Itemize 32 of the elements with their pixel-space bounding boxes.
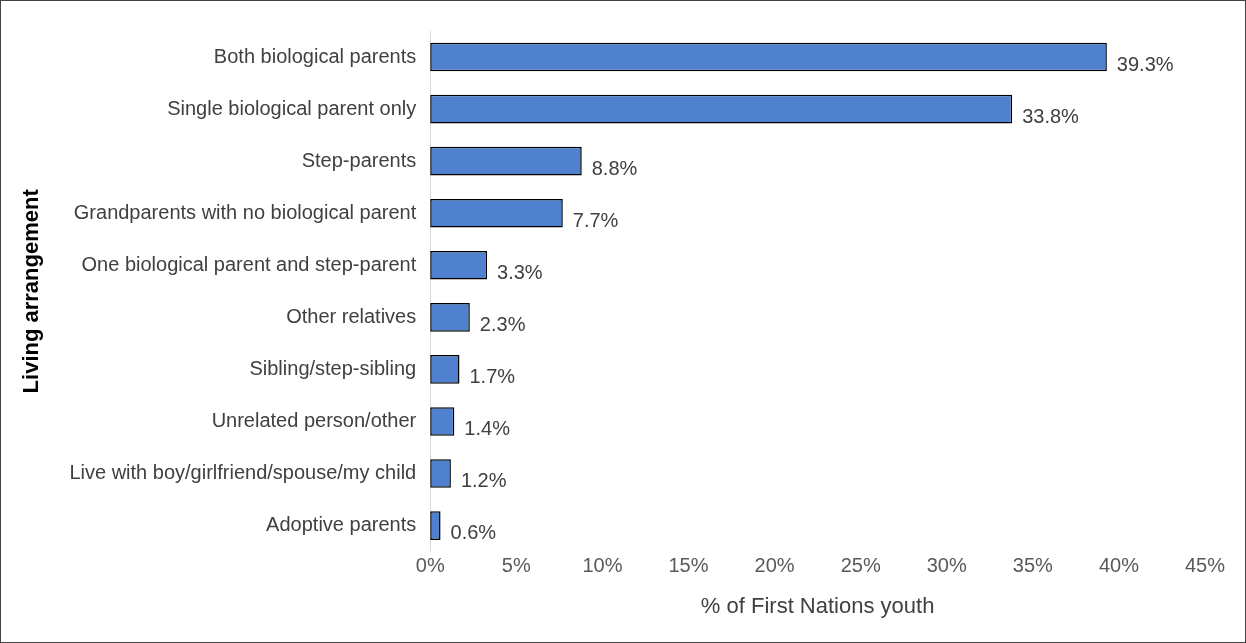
- x-tick-label: 25%: [840, 554, 881, 577]
- x-tick-label: 0%: [415, 554, 445, 577]
- y-tick-label: Grandparents with no biological parent: [73, 200, 417, 223]
- x-axis-title: % of First Nations youth: [700, 592, 935, 618]
- x-tick-label: 5%: [501, 554, 531, 577]
- data-label: 1.2%: [460, 469, 507, 492]
- y-tick-label: Step-parents: [301, 148, 417, 171]
- x-tick-label: 10%: [582, 554, 623, 577]
- data-label: 0.6%: [450, 521, 497, 544]
- x-tick-label: 40%: [1098, 554, 1140, 577]
- x-tick-label: 15%: [668, 554, 709, 577]
- y-tick-label: Live with boy/girlfriend/spouse/my child: [69, 461, 417, 484]
- y-tick-label: Unrelated person/other: [211, 408, 417, 431]
- data-label: 39.3%: [1116, 52, 1174, 75]
- y-tick-label: Both biological parents: [213, 44, 417, 67]
- y-axis-title: Living arrangement: [18, 188, 44, 394]
- data-label: 2.3%: [479, 312, 526, 335]
- y-tick-label: Adoptive parents: [266, 513, 417, 536]
- data-label: 33.8%: [1022, 104, 1080, 127]
- data-label: 3.3%: [497, 260, 543, 283]
- y-tick-label: One biological parent and step-parent: [81, 252, 417, 275]
- data-label: 8.8%: [591, 156, 638, 179]
- x-tick-label: 30%: [926, 554, 967, 577]
- x-tick-label: 35%: [1012, 554, 1054, 577]
- data-label: 1.7%: [469, 364, 516, 387]
- y-tick-label: Single biological parent only: [167, 96, 417, 119]
- x-tick-label: 20%: [754, 554, 795, 577]
- data-label: 1.4%: [464, 416, 511, 439]
- data-label: 7.7%: [572, 208, 619, 231]
- y-tick-label: Sibling/step-sibling: [249, 356, 417, 379]
- y-tick-label: Other relatives: [286, 304, 417, 327]
- x-tick-label: 45%: [1184, 554, 1226, 577]
